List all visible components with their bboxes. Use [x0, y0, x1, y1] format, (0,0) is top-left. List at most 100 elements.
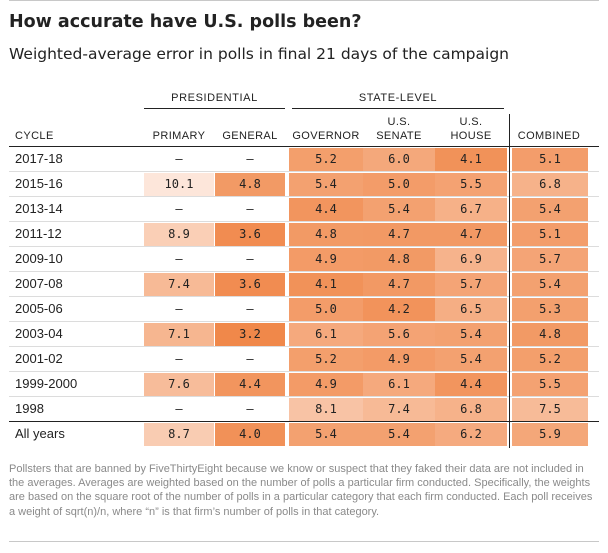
header-rule — [9, 146, 599, 147]
cell-general: 4.4 — [215, 373, 285, 396]
column-header-primary: PRIMARY — [152, 130, 206, 142]
column-header-cycle: CYCLE — [15, 130, 54, 142]
column-header-governor: GOVERNOR — [292, 130, 360, 142]
cell-primary: — — [144, 198, 214, 221]
cell-governor: 5.2 — [289, 148, 363, 171]
table-row: 2007-08 7.4 3.6 4.1 4.7 5.7 5.4 — [9, 272, 599, 296]
column-header-senate-line1: U.S. — [387, 116, 411, 128]
column-header-general: GENERAL — [222, 130, 278, 142]
cell-governor: 4.9 — [289, 373, 363, 396]
table-row: 2005-06— —5.0 4.2 6.5 5.3 — [9, 297, 599, 321]
cell-primary: 7.4 — [144, 273, 214, 296]
cell-combined: 5.1 — [512, 148, 588, 171]
cell-combined: 5.5 — [512, 373, 588, 396]
cell-senate: 4.8 — [363, 248, 435, 271]
cell-senate: 7.4 — [363, 398, 435, 421]
table-row: 2015-16 10.1 4.8 5.4 5.0 5.5 6.8 — [9, 172, 599, 196]
cell-general: 3.2 — [215, 323, 285, 346]
cell-combined: 5.2 — [512, 348, 588, 371]
cell-combined: 5.1 — [512, 223, 588, 246]
table-row: 2011-12 8.9 3.6 4.8 4.7 4.7 5.1 — [9, 222, 599, 246]
row-label-cycle: 2001-02 — [15, 351, 63, 366]
cell-senate: 4.9 — [363, 348, 435, 371]
cell-primary: 7.1 — [144, 323, 214, 346]
cell-general: 3.6 — [215, 273, 285, 296]
row-label-cycle: 1999-2000 — [15, 376, 78, 391]
cell-primary: — — [144, 398, 214, 421]
column-header-house-line1: U.S. — [459, 116, 483, 128]
row-separator — [9, 196, 599, 197]
group-header-presidential: PRESIDENTIAL — [171, 92, 258, 104]
cell-senate: 4.7 — [363, 273, 435, 296]
cell-combined: 5.3 — [512, 298, 588, 321]
totals-rule — [9, 421, 599, 422]
cell-governor: 5.2 — [289, 348, 363, 371]
row-separator — [9, 321, 599, 322]
chart-title: How accurate have U.S. polls been? — [9, 12, 362, 32]
table-row: 1998— —8.1 7.4 6.8 7.5 — [9, 397, 599, 421]
cell-general: — — [215, 148, 285, 171]
cell-primary: 7.6 — [144, 373, 214, 396]
cell-primary: 10.1 — [144, 173, 214, 196]
row-label-cycle: 2003-04 — [15, 326, 63, 341]
row-separator — [9, 296, 599, 297]
cell-house: 5.7 — [435, 273, 507, 296]
table-row: 2009-10— —4.9 4.8 6.9 5.7 — [9, 247, 599, 271]
group-header-state-level: STATE-LEVEL — [358, 92, 438, 104]
cell-primary: 8.7 — [144, 423, 214, 446]
table-row: 2017-18— —5.2 6.0 4.1 5.1 — [9, 147, 599, 171]
group-rule-state-level — [292, 108, 504, 109]
cell-combined: 5.7 — [512, 248, 588, 271]
cell-primary: — — [144, 148, 214, 171]
bottom-rule — [9, 541, 599, 542]
cell-general: — — [215, 198, 285, 221]
footnote: Pollsters that are banned by FiveThirtyE… — [9, 463, 593, 518]
cell-general: — — [215, 348, 285, 371]
group-rule-presidential — [144, 108, 285, 109]
cell-senate: 4.2 — [363, 298, 435, 321]
row-separator — [9, 396, 599, 397]
cell-house: 5.4 — [435, 323, 507, 346]
cell-house: 5.5 — [435, 173, 507, 196]
cell-combined: 5.4 — [512, 198, 588, 221]
row-separator — [9, 246, 599, 247]
cell-primary: 8.9 — [144, 223, 214, 246]
row-label-cycle: 2011-12 — [15, 226, 62, 241]
cell-senate: 5.4 — [363, 423, 435, 446]
cell-senate: 6.0 — [363, 148, 435, 171]
row-label-cycle: 2017-18 — [15, 151, 63, 166]
cell-general: — — [215, 248, 285, 271]
cell-governor: 4.8 — [289, 223, 363, 246]
cell-house: 6.5 — [435, 298, 507, 321]
cell-primary: — — [144, 348, 214, 371]
row-label-cycle: 2009-10 — [15, 251, 63, 266]
table-row: All years 8.7 4.0 5.4 5.4 6.2 5.9 — [9, 422, 599, 446]
row-separator — [9, 221, 599, 222]
cell-house: 6.7 — [435, 198, 507, 221]
cell-governor: 4.1 — [289, 273, 363, 296]
column-header-house-line2: HOUSE — [450, 130, 492, 142]
cell-governor: 4.4 — [289, 198, 363, 221]
table-row: 2001-02— —5.2 4.9 5.4 5.2 — [9, 347, 599, 371]
row-separator — [9, 171, 599, 172]
row-label-cycle: 2015-16 — [15, 176, 63, 191]
cell-house: 6.2 — [435, 423, 507, 446]
row-separator — [9, 271, 599, 272]
cell-combined: 6.8 — [512, 173, 588, 196]
cell-governor: 5.0 — [289, 298, 363, 321]
cell-senate: 5.0 — [363, 173, 435, 196]
chart-subtitle: Weighted-average error in polls in final… — [9, 45, 509, 63]
column-header-senate-line2: SENATE — [376, 130, 422, 142]
cell-combined: 5.9 — [512, 423, 588, 446]
cell-general: 3.6 — [215, 223, 285, 246]
cell-primary: — — [144, 298, 214, 321]
cell-senate: 5.4 — [363, 198, 435, 221]
cell-governor: 4.9 — [289, 248, 363, 271]
cell-combined: 5.4 — [512, 273, 588, 296]
cell-senate: 6.1 — [363, 373, 435, 396]
cell-general: — — [215, 398, 285, 421]
top-rule — [9, 0, 599, 1]
cell-house: 4.1 — [435, 148, 507, 171]
cell-general: 4.0 — [215, 423, 285, 446]
cell-governor: 5.4 — [289, 173, 363, 196]
